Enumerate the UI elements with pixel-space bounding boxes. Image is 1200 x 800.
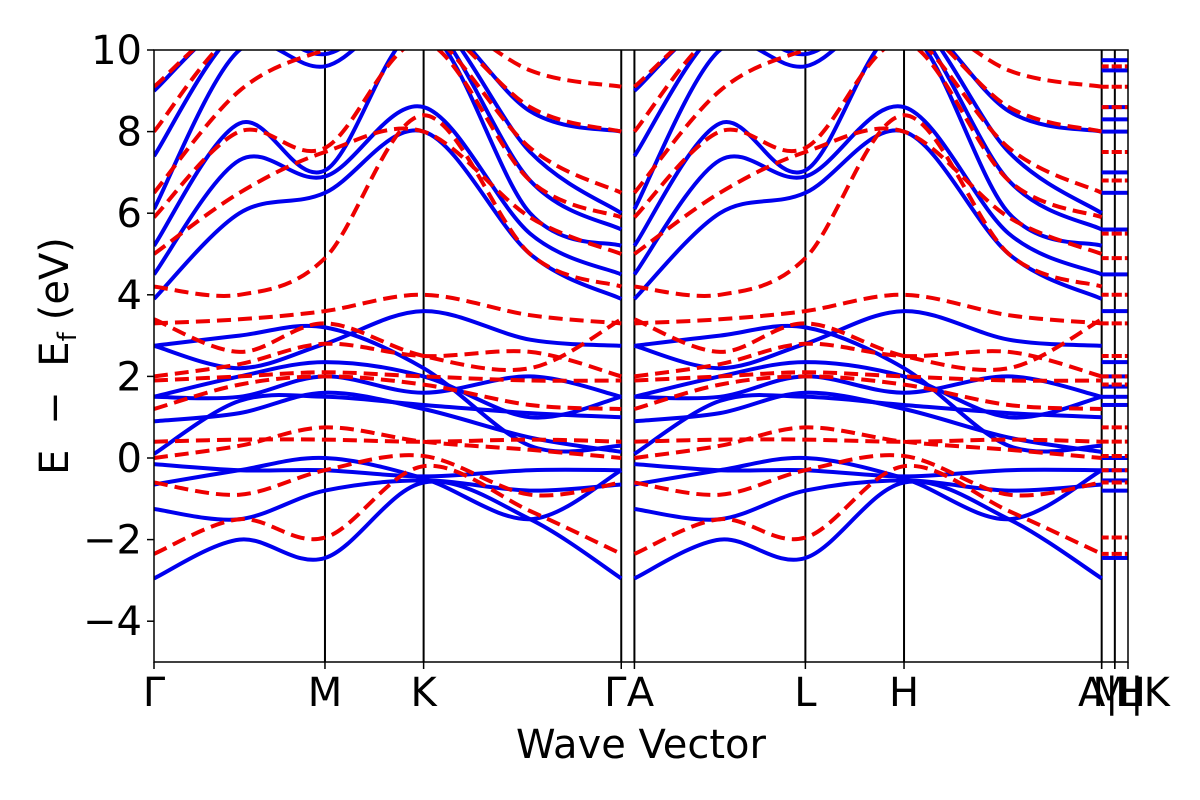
dashed-band-line bbox=[154, 425, 622, 460]
y-axis-ticks: −4 −2 0 2 4 6 8 10 bbox=[83, 28, 154, 645]
dashed-band-line bbox=[632, 50, 1103, 220]
dashed-band-line bbox=[154, 50, 622, 134]
dashed-band-line bbox=[154, 317, 623, 373]
x-tick-label: Γ bbox=[604, 670, 627, 716]
solid-band-line bbox=[154, 360, 622, 420]
dashed-band-line bbox=[633, 126, 1103, 256]
y-tick-label: 8 bbox=[117, 110, 142, 156]
x-axis-ticks: Γ M K Γ A L H AM|LH|K bbox=[143, 662, 1172, 716]
solid-band-line bbox=[633, 50, 1103, 134]
y-tick-label: −2 bbox=[83, 518, 142, 564]
solid-band-line bbox=[154, 104, 623, 277]
dashed-band-line bbox=[154, 50, 622, 89]
dashed-band-line bbox=[633, 374, 1102, 411]
dashed-band-line bbox=[154, 113, 622, 298]
solid-band-line bbox=[632, 50, 1103, 248]
solid-band-line bbox=[154, 374, 622, 401]
x-tick-label: A bbox=[1078, 670, 1106, 716]
x-tick-label: |K bbox=[1130, 670, 1171, 716]
y-axis-title: E − Ef (eV) bbox=[32, 237, 83, 475]
solid-band-line bbox=[632, 104, 1103, 277]
dashed-band-line bbox=[154, 341, 622, 379]
x-tick-label: L bbox=[794, 670, 817, 716]
dashed-band-line bbox=[154, 370, 622, 383]
dashed-band-line bbox=[634, 425, 1102, 460]
y-tick-label: 10 bbox=[91, 28, 142, 74]
dashed-band-line bbox=[154, 374, 622, 411]
dashed-band-line bbox=[632, 50, 1103, 195]
dashed-band-line bbox=[154, 126, 623, 256]
dashed-band-line bbox=[634, 437, 1102, 444]
solid-band-line bbox=[154, 462, 622, 479]
plot-frame bbox=[153, 49, 1129, 663]
solid-band-line bbox=[154, 128, 623, 301]
dashed-band-line bbox=[154, 50, 623, 220]
dashed-band-line bbox=[633, 50, 1103, 89]
y-axis-title-E2: E bbox=[32, 341, 78, 366]
x-tick-label: H bbox=[1116, 670, 1146, 716]
solid-band-line bbox=[633, 309, 1102, 371]
solid-band-line bbox=[632, 50, 1103, 215]
x-tick-label: M bbox=[308, 670, 343, 716]
x-tick-label: Γ bbox=[143, 670, 166, 716]
y-axis-title-minus: − bbox=[32, 391, 78, 425]
y-tick-label: 6 bbox=[117, 191, 142, 237]
dashed-band-line bbox=[633, 463, 1103, 556]
dashed-band-line bbox=[154, 463, 623, 556]
bands bbox=[154, 50, 1128, 581]
dashed-band-line bbox=[632, 50, 1103, 134]
dashed-band-line bbox=[154, 437, 622, 444]
solid-band-line bbox=[154, 50, 623, 215]
x-tick-label: |L bbox=[1105, 670, 1141, 716]
solid-band-line bbox=[634, 462, 1102, 479]
solid-band-line bbox=[632, 128, 1103, 301]
y-axis-title-sub: f bbox=[53, 331, 83, 341]
solid-band-line bbox=[154, 393, 622, 456]
solid-band-line bbox=[633, 479, 1103, 581]
x-axis-title: Wave Vector bbox=[516, 722, 767, 768]
y-tick-label: 4 bbox=[117, 273, 142, 319]
y-tick-label: −4 bbox=[83, 599, 142, 645]
solid-band-line bbox=[154, 50, 622, 134]
dashed-band-line bbox=[154, 292, 622, 326]
dashed-band-line bbox=[633, 317, 1103, 373]
solid-band-line bbox=[154, 323, 622, 454]
dashed-band-line bbox=[634, 113, 1103, 298]
x-tick-label: M bbox=[1092, 670, 1127, 716]
dashed-band-line bbox=[634, 341, 1103, 379]
dashed-band-line bbox=[634, 370, 1102, 383]
dashed-band-line bbox=[634, 292, 1102, 326]
solid-band-line bbox=[633, 393, 1102, 456]
y-tick-label: 0 bbox=[117, 436, 142, 482]
x-tick-label: H bbox=[889, 670, 919, 716]
solid-band-line bbox=[154, 50, 622, 248]
y-axis-title-E1: E bbox=[32, 450, 78, 475]
solid-band-line bbox=[633, 360, 1103, 420]
solid-band-line bbox=[154, 479, 623, 581]
solid-band-line bbox=[634, 374, 1103, 401]
x-tick-label: A bbox=[627, 670, 655, 716]
dashed-band-line bbox=[154, 50, 623, 195]
y-tick-label: 2 bbox=[117, 354, 142, 400]
solid-band-line bbox=[634, 323, 1102, 454]
solid-band-line bbox=[154, 309, 622, 371]
x-tick-label: K bbox=[410, 670, 438, 716]
y-axis-title-unit: (eV) bbox=[32, 237, 78, 320]
